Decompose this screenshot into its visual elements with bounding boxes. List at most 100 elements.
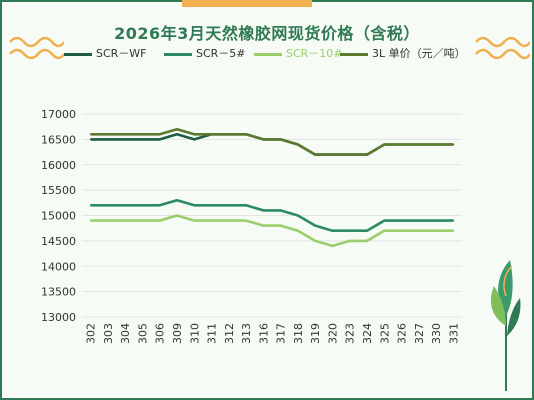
x-tick-label: 317 (275, 323, 288, 344)
data-point-3 (400, 143, 403, 146)
data-point-3 (452, 143, 455, 146)
x-tick-label: 306 (154, 323, 167, 344)
data-point-1 (297, 214, 299, 217)
series-line-1 (90, 199, 454, 232)
x-tick-label: 305 (136, 323, 149, 344)
data-point-3 (279, 138, 282, 141)
x-tick-label: 316 (257, 323, 270, 344)
x-tick-label: 330 (430, 323, 443, 344)
x-tick-label: 303 (102, 323, 115, 344)
data-point-1 (435, 219, 437, 222)
data-point-1 (331, 229, 334, 232)
data-point-1 (107, 204, 109, 207)
data-point-1 (124, 204, 126, 207)
x-tick-label: 304 (119, 323, 132, 344)
data-point-1 (452, 219, 455, 222)
data-point-3 (210, 133, 213, 136)
y-tick-label: 13500 (41, 286, 76, 299)
data-point-3 (262, 138, 265, 141)
data-point-1 (366, 229, 368, 232)
data-point-3 (89, 133, 92, 136)
data-point-1 (262, 209, 265, 212)
legend-swatch-10 (254, 52, 282, 56)
x-tick-label: 302 (85, 323, 98, 344)
plant-decoration (490, 260, 521, 391)
data-point-0 (89, 138, 92, 141)
legend-item-5: SCR－5# (164, 45, 246, 61)
data-point-3 (331, 153, 334, 156)
legend-label-3l: 3L 单价（元／吨） (372, 47, 466, 60)
data-point-2 (262, 224, 265, 227)
y-tick-label: 17000 (41, 108, 76, 121)
data-point-1 (228, 204, 230, 207)
x-tick-label: 319 (309, 323, 322, 344)
data-point-2 (245, 219, 247, 222)
data-point-1 (141, 204, 144, 207)
data-point-0 (124, 138, 126, 141)
x-tick-label: 323 (344, 323, 357, 344)
data-point-3 (435, 143, 437, 146)
data-point-3 (176, 128, 178, 131)
data-point-3 (418, 143, 420, 146)
data-point-2 (141, 219, 144, 222)
data-point-2 (331, 245, 334, 247)
y-tick-label: 14500 (41, 235, 76, 248)
series-line-3 (90, 127, 454, 156)
data-point-2 (297, 229, 299, 232)
decorative-wave-left (9, 36, 64, 60)
legend-label-wf: SCR－WF (96, 47, 147, 60)
data-point-2 (107, 219, 109, 222)
data-point-2 (418, 229, 420, 232)
legend-swatch-5 (164, 52, 192, 56)
x-tick-label: 310 (188, 323, 201, 344)
data-point-3 (245, 133, 247, 136)
data-point-1 (193, 204, 196, 207)
data-point-0 (176, 133, 178, 136)
data-point-1 (158, 204, 161, 207)
data-point-3 (366, 153, 368, 156)
x-tick-label: 318 (292, 323, 305, 344)
data-point-1 (245, 204, 247, 207)
data-point-2 (89, 219, 92, 222)
data-point-2 (366, 240, 368, 242)
data-point-3 (383, 143, 386, 146)
y-tick-label: 13000 (41, 311, 76, 324)
data-point-2 (176, 214, 178, 217)
x-tick-label: 327 (413, 323, 426, 344)
legend-label-5: SCR－5# (196, 47, 246, 60)
data-point-0 (107, 138, 109, 141)
data-point-1 (210, 204, 213, 207)
data-point-3 (107, 133, 109, 136)
data-point-2 (452, 229, 455, 232)
data-point-2 (348, 240, 351, 242)
data-point-1 (348, 229, 351, 232)
data-point-2 (158, 219, 161, 222)
y-tick-label: 16500 (41, 133, 76, 146)
legend-item-wf: SCR－WF (64, 45, 147, 61)
top-accent-bar (182, 0, 312, 7)
x-tick-label: 331 (447, 323, 460, 344)
data-point-1 (314, 224, 316, 227)
x-tick-label: 320 (326, 323, 339, 344)
x-tick-label: 313 (240, 323, 253, 344)
data-point-2 (435, 229, 437, 232)
data-point-1 (418, 219, 420, 222)
x-tick-label: 312 (223, 323, 236, 344)
data-point-1 (279, 209, 282, 212)
legend-label-10: SCR－10# (286, 47, 343, 60)
legend-swatch-wf (64, 52, 92, 56)
x-tick-label: 324 (361, 323, 374, 344)
x-tick-label: 325 (378, 323, 391, 344)
legend-item-3l: 3L 单价（元／吨） (340, 45, 466, 61)
decorative-wave-right (475, 36, 530, 60)
data-point-2 (400, 229, 403, 232)
x-tick-label: 309 (171, 323, 184, 344)
data-point-3 (348, 153, 351, 156)
data-point-0 (193, 138, 196, 141)
data-point-2 (210, 219, 213, 222)
data-point-3 (193, 133, 196, 136)
data-point-0 (158, 138, 161, 141)
data-point-3 (314, 153, 316, 156)
data-point-2 (124, 219, 126, 222)
